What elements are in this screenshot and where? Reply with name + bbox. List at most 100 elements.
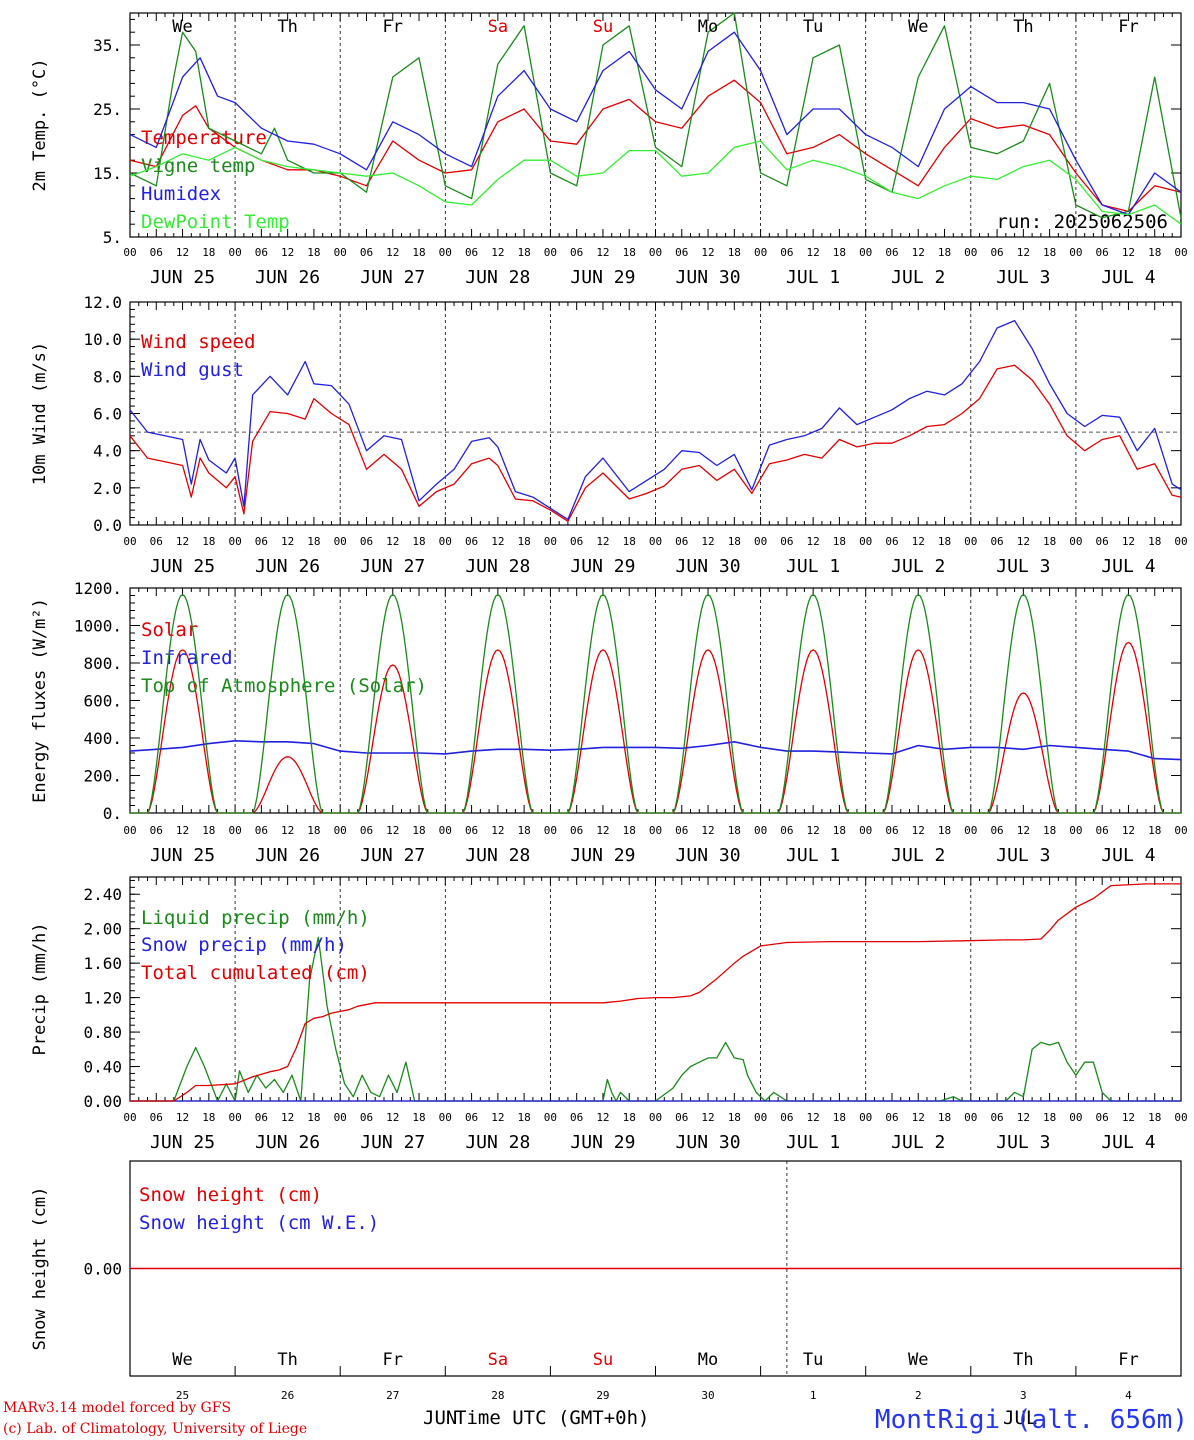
hour-label: 00 bbox=[1174, 1111, 1187, 1124]
hour-label: 06 bbox=[990, 1111, 1003, 1124]
hour-label: 00 bbox=[228, 824, 241, 837]
hour-label: 00 bbox=[859, 535, 872, 548]
hour-label: 00 bbox=[123, 246, 136, 259]
weekday-label: We bbox=[908, 17, 928, 37]
date-label: JUN 27 bbox=[360, 267, 425, 288]
hour-label: 00 bbox=[1069, 824, 1082, 837]
series-line bbox=[130, 593, 1181, 814]
hour-label: 18 bbox=[623, 1111, 636, 1124]
hour-label: 12 bbox=[596, 535, 609, 548]
hour-label: 06 bbox=[675, 246, 688, 259]
hour-label: 00 bbox=[1069, 1111, 1082, 1124]
hour-label: 06 bbox=[885, 535, 898, 548]
hour-label: 12 bbox=[281, 1111, 294, 1124]
hour-label: 18 bbox=[307, 1111, 320, 1124]
date-label: JUN 25 bbox=[150, 845, 215, 866]
hour-label: 12 bbox=[807, 246, 820, 259]
hour-label: 06 bbox=[885, 824, 898, 837]
hour-label: 06 bbox=[675, 1111, 688, 1124]
hour-label: 18 bbox=[202, 824, 215, 837]
hour-label: 06 bbox=[465, 1111, 478, 1124]
hour-label: 00 bbox=[1174, 246, 1187, 259]
hour-label: 18 bbox=[728, 1111, 741, 1124]
hour-label: 00 bbox=[1174, 824, 1187, 837]
hour-label: 12 bbox=[807, 824, 820, 837]
hour-label: 12 bbox=[912, 535, 925, 548]
day-number-label: 29 bbox=[596, 1389, 609, 1402]
hour-label: 00 bbox=[964, 535, 977, 548]
date-label: JUN 26 bbox=[255, 1132, 320, 1153]
y-tick-label: 0.80 bbox=[83, 1023, 122, 1042]
date-label: JUN 29 bbox=[570, 1132, 635, 1153]
legend-entry: Temperature bbox=[141, 127, 267, 149]
y-tick-label: 12.0 bbox=[83, 293, 122, 312]
series-line bbox=[129, 740, 1182, 761]
date-label: JUN 29 bbox=[570, 556, 635, 577]
date-label: JUN 29 bbox=[570, 845, 635, 866]
series-line bbox=[129, 364, 1182, 522]
hour-label: 12 bbox=[281, 246, 294, 259]
hour-label: 06 bbox=[1096, 824, 1109, 837]
y-tick-label: 0.00 bbox=[83, 1092, 122, 1111]
hour-label: 00 bbox=[649, 824, 662, 837]
y-tick-label: 25. bbox=[93, 100, 122, 119]
hour-label: 12 bbox=[1122, 1111, 1135, 1124]
hour-label: 06 bbox=[465, 824, 478, 837]
hour-label: 00 bbox=[754, 535, 767, 548]
date-label: JUN 30 bbox=[676, 1132, 741, 1153]
y-axis-label: Snow height (cm) bbox=[30, 1187, 50, 1351]
date-label: JUL 3 bbox=[996, 556, 1050, 577]
day-number-label: 28 bbox=[491, 1389, 504, 1402]
hour-label: 06 bbox=[990, 824, 1003, 837]
hour-label: 00 bbox=[439, 824, 452, 837]
legend-entry: DewPoint Temp bbox=[141, 211, 290, 233]
hour-label: 00 bbox=[439, 246, 452, 259]
y-tick-label: 1.20 bbox=[83, 989, 122, 1008]
hour-label: 00 bbox=[544, 824, 557, 837]
y-axis-label: 10m Wind (m/s) bbox=[30, 342, 50, 485]
hour-label: 06 bbox=[150, 824, 163, 837]
date-label: JUN 28 bbox=[465, 1132, 530, 1153]
date-label: JUL 2 bbox=[891, 556, 945, 577]
legend-entry: Total cumulated (cm) bbox=[141, 962, 370, 984]
hour-label: 06 bbox=[780, 824, 793, 837]
hour-label: 00 bbox=[228, 1111, 241, 1124]
hour-label: 12 bbox=[281, 824, 294, 837]
y-tick-label: 4.0 bbox=[93, 442, 122, 461]
legend-entry: Wind gust bbox=[141, 359, 244, 381]
run-label: run: 2025062506 bbox=[996, 211, 1168, 233]
legend-entry: Liquid precip (mm/h) bbox=[141, 907, 370, 929]
hour-label: 06 bbox=[570, 246, 583, 259]
hour-label: 00 bbox=[859, 1111, 872, 1124]
series-line bbox=[129, 319, 1182, 521]
series-line bbox=[129, 140, 1182, 225]
date-label: JUN 30 bbox=[676, 267, 741, 288]
weekday-label: Sa bbox=[488, 1350, 508, 1370]
hour-label: 18 bbox=[938, 535, 951, 548]
hour-label: 00 bbox=[544, 535, 557, 548]
series-line bbox=[129, 79, 1182, 213]
y-tick-label: 2.0 bbox=[93, 479, 122, 498]
hour-label: 06 bbox=[570, 535, 583, 548]
hour-label: 18 bbox=[518, 824, 531, 837]
day-number-label: 30 bbox=[701, 1389, 714, 1402]
hour-label: 00 bbox=[1069, 535, 1082, 548]
hour-label: 18 bbox=[833, 535, 846, 548]
station-name: MontRigi (alt. 656m) bbox=[875, 1405, 1188, 1435]
date-label: JUN 30 bbox=[676, 556, 741, 577]
footer-lab-credit: (c) Lab. of Climatology, University of L… bbox=[3, 1421, 307, 1437]
series-line bbox=[129, 12, 1182, 219]
weekday-label: Fr bbox=[383, 17, 403, 37]
date-label: JUN 27 bbox=[360, 845, 425, 866]
hour-label: 00 bbox=[334, 535, 347, 548]
hour-label: 06 bbox=[990, 535, 1003, 548]
hour-label: 18 bbox=[1043, 824, 1056, 837]
weekday-label: Mo bbox=[698, 1350, 718, 1370]
hour-label: 00 bbox=[754, 824, 767, 837]
hour-label: 18 bbox=[938, 246, 951, 259]
hour-label: 06 bbox=[675, 824, 688, 837]
hour-label: 18 bbox=[202, 246, 215, 259]
hour-label: 00 bbox=[544, 246, 557, 259]
hour-label: 00 bbox=[544, 1111, 557, 1124]
date-label: JUN 25 bbox=[150, 1132, 215, 1153]
